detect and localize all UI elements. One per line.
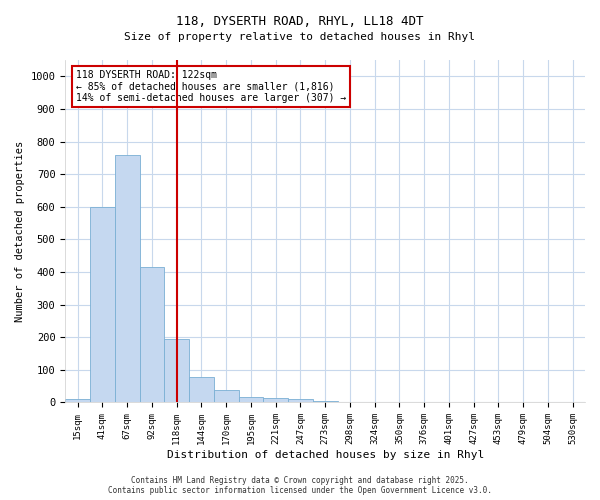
Text: 118, DYSERTH ROAD, RHYL, LL18 4DT: 118, DYSERTH ROAD, RHYL, LL18 4DT: [176, 15, 424, 28]
Text: Contains HM Land Registry data © Crown copyright and database right 2025.
Contai: Contains HM Land Registry data © Crown c…: [108, 476, 492, 495]
Bar: [214, 390, 239, 402]
Y-axis label: Number of detached properties: Number of detached properties: [15, 140, 25, 322]
Bar: [90, 207, 115, 402]
Bar: [313, 401, 338, 402]
X-axis label: Distribution of detached houses by size in Rhyl: Distribution of detached houses by size …: [167, 450, 484, 460]
Bar: [115, 154, 140, 402]
Text: 118 DYSERTH ROAD: 122sqm
← 85% of detached houses are smaller (1,816)
14% of sem: 118 DYSERTH ROAD: 122sqm ← 85% of detach…: [76, 70, 346, 104]
Bar: [164, 339, 189, 402]
Bar: [288, 399, 313, 402]
Bar: [239, 396, 263, 402]
Bar: [140, 267, 164, 402]
Text: Size of property relative to detached houses in Rhyl: Size of property relative to detached ho…: [125, 32, 476, 42]
Bar: [65, 398, 90, 402]
Bar: [189, 377, 214, 402]
Bar: [263, 398, 288, 402]
